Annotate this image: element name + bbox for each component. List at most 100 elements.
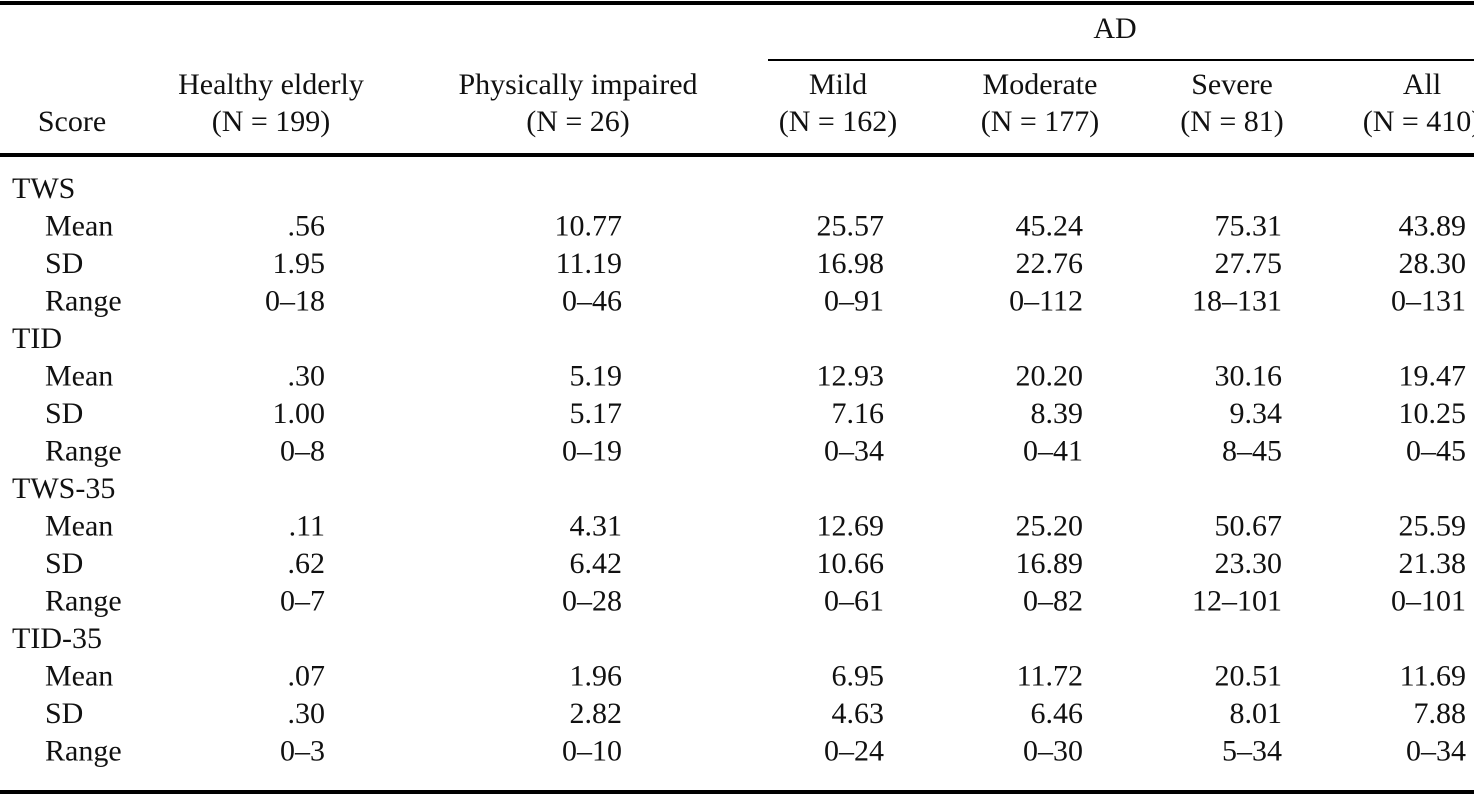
- cell: 10.66: [817, 547, 885, 580]
- cell: 0–18: [265, 284, 325, 317]
- cell: 27.75: [1215, 247, 1283, 280]
- cell: 11.19: [556, 247, 622, 280]
- group-label: TWS-35: [12, 472, 115, 505]
- column-header: (N = 26): [526, 105, 630, 138]
- cell: 6.95: [832, 659, 885, 692]
- row-label: Mean: [45, 509, 113, 542]
- row-label: Mean: [45, 209, 113, 242]
- cell: 20.51: [1215, 659, 1283, 692]
- cell: 0–45: [1406, 434, 1466, 467]
- cell: 4.63: [832, 697, 885, 730]
- cell: .07: [288, 659, 326, 692]
- cell: 6.42: [570, 547, 623, 580]
- cell: 0–28: [562, 584, 622, 617]
- cell: 0–61: [824, 584, 884, 617]
- cell: 5–34: [1222, 734, 1282, 767]
- cell: 0–34: [824, 434, 884, 467]
- group-label: TID: [12, 322, 62, 355]
- cell: 1.95: [273, 247, 326, 280]
- cell: 5.17: [570, 397, 623, 430]
- cell: 10.25: [1399, 397, 1467, 430]
- cell: 7.16: [832, 397, 885, 430]
- group-label: TID-35: [12, 622, 102, 655]
- cell: 5.19: [570, 359, 623, 392]
- cell: 12.69: [817, 509, 885, 542]
- row-label: SD: [45, 697, 83, 730]
- row-label: SD: [45, 547, 83, 580]
- cell: 30.16: [1215, 359, 1283, 392]
- spanner-label: AD: [1093, 12, 1136, 45]
- row-label: Range: [45, 734, 122, 767]
- cell: 9.34: [1230, 397, 1283, 430]
- column-header: All: [1403, 68, 1441, 101]
- cell: 43.89: [1399, 209, 1467, 242]
- cell: 6.46: [1031, 697, 1084, 730]
- cell: 28.30: [1399, 247, 1467, 280]
- cell: .62: [288, 547, 326, 580]
- cell: 8.39: [1031, 397, 1084, 430]
- cell: 19.47: [1399, 359, 1467, 392]
- column-header: (N = 162): [779, 105, 898, 138]
- cell: 11.69: [1400, 659, 1466, 692]
- cell: 50.67: [1215, 509, 1283, 542]
- column-header: (N = 410): [1363, 105, 1474, 138]
- cell: 0–8: [280, 434, 325, 467]
- cell: 21.38: [1399, 547, 1467, 580]
- cell: 22.76: [1016, 247, 1084, 280]
- cell: 0–82: [1023, 584, 1083, 617]
- cell: 45.24: [1016, 209, 1084, 242]
- cell: 0–41: [1023, 434, 1083, 467]
- cell: 25.20: [1016, 509, 1084, 542]
- cell: 0–46: [562, 284, 622, 317]
- cell: 16.98: [817, 247, 885, 280]
- column-header: (N = 81): [1180, 105, 1284, 138]
- column-header: Physically impaired: [458, 68, 697, 101]
- row-label: SD: [45, 247, 83, 280]
- cell: 0–34: [1406, 734, 1466, 767]
- score-header: Score: [38, 105, 106, 138]
- cell: 0–101: [1391, 584, 1466, 617]
- cell: 8–45: [1222, 434, 1282, 467]
- column-header: Moderate: [983, 68, 1098, 101]
- row-label: Range: [45, 284, 122, 317]
- cell: 23.30: [1215, 547, 1283, 580]
- cell: 1.00: [273, 397, 326, 430]
- cell: .30: [288, 359, 326, 392]
- column-header: Healthy elderly: [178, 68, 364, 101]
- cell: 12–101: [1192, 584, 1282, 617]
- cell: 0–24: [824, 734, 884, 767]
- cell: .30: [288, 697, 326, 730]
- column-header: (N = 199): [212, 105, 331, 138]
- cell: 18–131: [1192, 284, 1282, 317]
- cell: 0–131: [1391, 284, 1466, 317]
- column-header: Mild: [809, 68, 867, 101]
- cell: 0–112: [1009, 284, 1083, 317]
- group-label: TWS: [12, 172, 75, 205]
- cell: 8.01: [1230, 697, 1283, 730]
- cell: .11: [289, 509, 325, 542]
- row-label: Mean: [45, 659, 113, 692]
- cell: 25.59: [1399, 509, 1467, 542]
- cell: 2.82: [570, 697, 623, 730]
- cell: 0–91: [824, 284, 884, 317]
- row-label: Mean: [45, 359, 113, 392]
- cell: 4.31: [570, 509, 623, 542]
- cell: 75.31: [1215, 209, 1283, 242]
- cell: 20.20: [1016, 359, 1084, 392]
- cell: 1.96: [570, 659, 623, 692]
- row-label: SD: [45, 397, 83, 430]
- cell: 0–10: [562, 734, 622, 767]
- row-label: Range: [45, 584, 122, 617]
- cell: 0–7: [280, 584, 325, 617]
- cell: 25.57: [817, 209, 885, 242]
- column-header: Severe: [1191, 68, 1273, 101]
- cell: .56: [288, 209, 326, 242]
- cell: 10.77: [555, 209, 623, 242]
- cell: 0–19: [562, 434, 622, 467]
- cell: 16.89: [1016, 547, 1084, 580]
- row-label: Range: [45, 434, 122, 467]
- column-header: (N = 177): [981, 105, 1100, 138]
- cell: 12.93: [817, 359, 885, 392]
